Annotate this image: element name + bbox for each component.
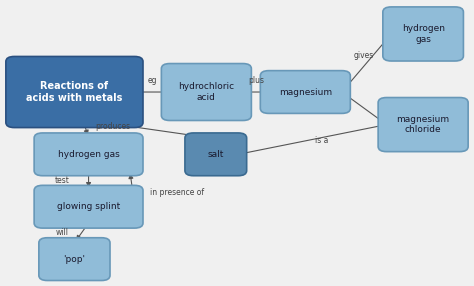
Text: in presence of: in presence of <box>150 188 204 197</box>
Text: glowing splint: glowing splint <box>57 202 120 211</box>
Text: hydrochloric
acid: hydrochloric acid <box>178 82 235 102</box>
Text: plus: plus <box>248 76 264 85</box>
Text: is a: is a <box>315 136 328 145</box>
FancyBboxPatch shape <box>34 133 143 176</box>
FancyBboxPatch shape <box>378 98 468 152</box>
Text: salt: salt <box>208 150 224 159</box>
Text: hydrogen
gas: hydrogen gas <box>401 24 445 44</box>
FancyBboxPatch shape <box>185 133 246 176</box>
Text: magnesium
chloride: magnesium chloride <box>397 115 450 134</box>
Text: magnesium: magnesium <box>279 88 332 96</box>
Text: produces: produces <box>96 122 131 130</box>
FancyBboxPatch shape <box>34 185 143 228</box>
Text: eg: eg <box>147 76 157 85</box>
FancyBboxPatch shape <box>161 63 251 120</box>
FancyBboxPatch shape <box>383 7 464 61</box>
Text: will: will <box>56 229 69 237</box>
Text: gives: gives <box>354 51 374 60</box>
Text: 'pop': 'pop' <box>64 255 85 264</box>
Text: Reactions of
acids with metals: Reactions of acids with metals <box>26 81 123 103</box>
Text: hydrogen gas: hydrogen gas <box>58 150 119 159</box>
Text: test: test <box>55 176 70 185</box>
FancyBboxPatch shape <box>39 238 110 281</box>
FancyBboxPatch shape <box>260 71 350 114</box>
FancyBboxPatch shape <box>6 56 143 128</box>
